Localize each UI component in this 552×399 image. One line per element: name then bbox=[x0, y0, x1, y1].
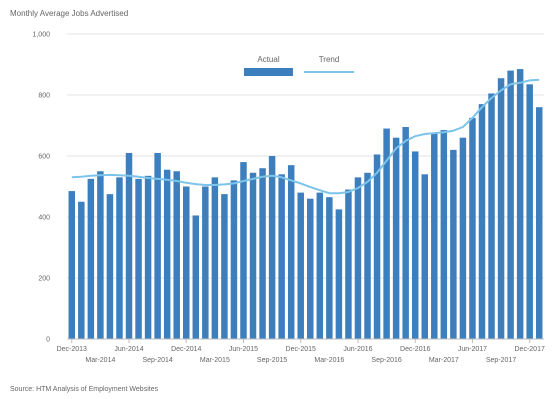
bar-actual bbox=[421, 174, 428, 339]
x-tick-label: Jun-2017 bbox=[458, 346, 487, 353]
bar-actual bbox=[402, 127, 409, 340]
bar-actual bbox=[68, 191, 76, 339]
x-tick-label: Dec-2017 bbox=[515, 346, 545, 353]
trend-line bbox=[71, 78, 540, 195]
trend-series-line bbox=[71, 78, 540, 195]
bar-actual bbox=[383, 128, 390, 339]
y-tick-label: 0 bbox=[46, 337, 50, 344]
y-tick-label: 400 bbox=[38, 215, 50, 222]
bar-actual bbox=[154, 152, 161, 339]
legend-label-trend: Trend bbox=[319, 55, 340, 64]
bar-actual bbox=[106, 194, 114, 339]
legend-label-actual: Actual bbox=[257, 55, 279, 64]
bar-actual bbox=[163, 169, 171, 339]
bar-actual bbox=[278, 174, 285, 339]
y-tick-label: 800 bbox=[38, 93, 50, 100]
x-axis: Dec-2013 Jun-2014 Dec-2014 Jun-2015 Dec-2015… bbox=[57, 338, 545, 364]
bar-actual bbox=[392, 137, 400, 339]
bar-actual bbox=[335, 209, 343, 339]
bar-actual bbox=[507, 70, 514, 339]
bar-actual bbox=[316, 192, 324, 339]
bar-actual bbox=[173, 171, 180, 339]
x-tick-label: Dec-2016 bbox=[400, 346, 430, 353]
bar-actual bbox=[535, 107, 543, 339]
y-tick-label: 200 bbox=[38, 276, 50, 283]
x-tick-label: Sep-2017 bbox=[486, 357, 516, 364]
source-note: Source: HTM Analysis of Employment Websi… bbox=[10, 386, 159, 393]
actual-bars bbox=[68, 69, 543, 340]
bar-actual bbox=[183, 186, 190, 339]
y-tick-label: 1,000 bbox=[32, 32, 50, 39]
bar-actual bbox=[116, 177, 123, 339]
bar-actual bbox=[297, 192, 304, 339]
bar-actual bbox=[78, 201, 85, 339]
bar-actual bbox=[240, 162, 247, 339]
bar-actual bbox=[230, 180, 238, 339]
x-tick-label: Mar-2014 bbox=[85, 357, 115, 364]
bar-actual bbox=[373, 154, 381, 339]
x-tick-label: Sep-2014 bbox=[142, 357, 172, 364]
bar-actual bbox=[211, 177, 219, 339]
x-tick-label: Dec-2013 bbox=[57, 346, 87, 353]
x-tick-label: Mar-2016 bbox=[314, 357, 344, 364]
bar-actual bbox=[497, 78, 505, 339]
bar-actual bbox=[326, 197, 333, 339]
bar-actual bbox=[516, 69, 524, 339]
y-axis: 0 200 400 600 800 1,000 bbox=[32, 32, 50, 344]
bar-actual bbox=[440, 130, 448, 339]
bar-actual bbox=[287, 165, 295, 339]
y-tick-label: 600 bbox=[38, 154, 50, 161]
bar-actual bbox=[364, 172, 371, 339]
bar-actual bbox=[135, 178, 142, 339]
bar-actual bbox=[87, 178, 95, 339]
bar-actual bbox=[488, 93, 495, 339]
x-tick-label: Sep-2015 bbox=[257, 357, 287, 364]
x-tick-label: Mar-2017 bbox=[429, 357, 459, 364]
chart-title: Monthly Average Jobs Advertised bbox=[10, 9, 129, 18]
bar-actual bbox=[431, 133, 438, 339]
bar-actual bbox=[459, 137, 467, 339]
x-tick-label: Jun-2015 bbox=[229, 346, 258, 353]
x-tick-label: Dec-2014 bbox=[171, 346, 201, 353]
bar-actual bbox=[268, 156, 276, 339]
bar-actual bbox=[221, 194, 228, 339]
bar-actual bbox=[469, 117, 476, 339]
legend: Actual Trend bbox=[244, 55, 354, 76]
bar-actual bbox=[526, 84, 533, 339]
legend-swatch-actual bbox=[244, 68, 293, 76]
bar-actual bbox=[478, 104, 486, 340]
x-tick-label: Mar-2015 bbox=[200, 357, 230, 364]
bar-actual bbox=[354, 177, 362, 339]
x-tick-label: Jun-2014 bbox=[114, 346, 143, 353]
x-tick-label: Jun-2016 bbox=[343, 346, 372, 353]
bar-actual bbox=[97, 171, 104, 339]
bar-actual bbox=[249, 172, 257, 339]
x-tick-label: Sep-2016 bbox=[371, 357, 401, 364]
bar-actual bbox=[192, 215, 200, 339]
bar-actual bbox=[144, 175, 152, 339]
bar-actual bbox=[411, 151, 419, 339]
bar-actual bbox=[125, 152, 133, 339]
x-tick-label: Dec-2015 bbox=[286, 346, 316, 353]
bar-actual bbox=[202, 186, 209, 339]
bar-actual bbox=[259, 168, 266, 339]
bar-actual bbox=[450, 149, 457, 339]
bar-actual bbox=[345, 189, 352, 339]
bar-actual bbox=[307, 198, 314, 339]
